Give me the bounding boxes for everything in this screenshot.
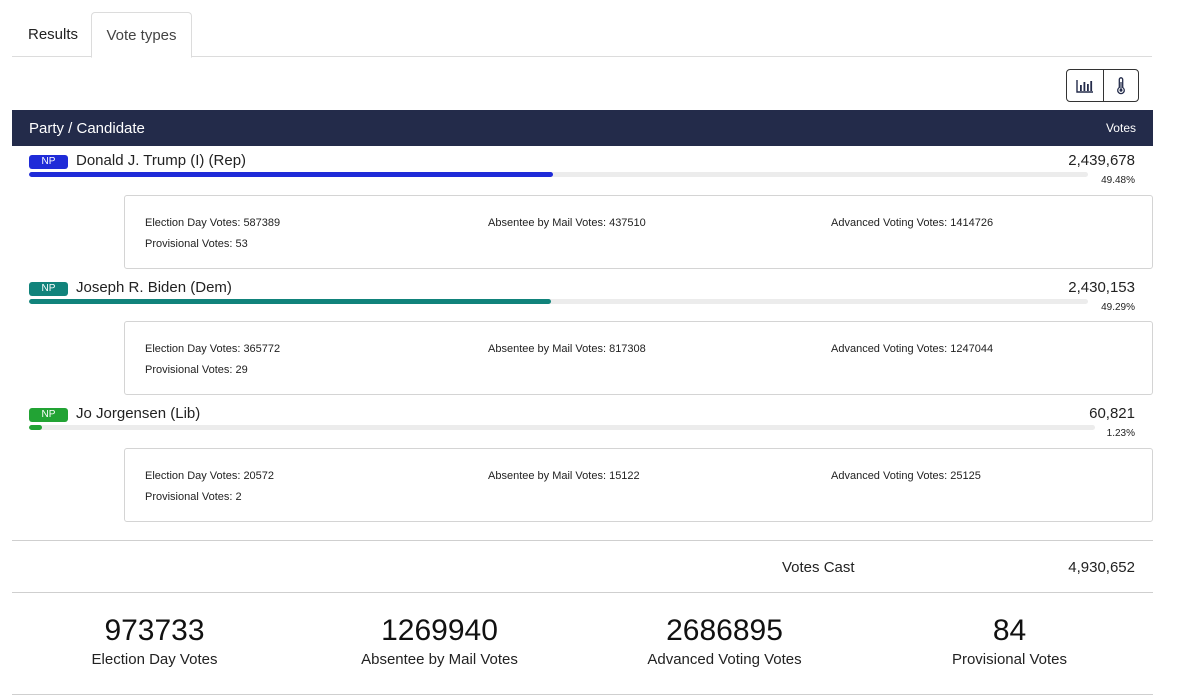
vote-share-track <box>29 425 1095 430</box>
votes-header: Votes <box>1105 121 1136 135</box>
tab-vote-types[interactable]: Vote types <box>91 12 192 58</box>
party-badge: NP <box>29 282 68 296</box>
advanced-votes: Advanced Voting Votes: 1414726 <box>831 217 994 229</box>
summary-value: 84 <box>992 614 1027 647</box>
election-day-votes: Election Day Votes: 20572 <box>145 470 275 482</box>
votes-cast-value: 4,930,652 <box>1068 559 1135 576</box>
thermometer-icon <box>1116 76 1125 94</box>
summary-advanced: 2686895 Advanced Voting Votes <box>582 612 867 669</box>
summary-value: 2686895 <box>666 614 783 647</box>
tab-bar: Results Vote types <box>12 12 1152 58</box>
vote-type-breakdown: Election Day Votes: 20572 Absentee by Ma… <box>124 448 1153 522</box>
tab-results[interactable]: Results <box>27 26 79 43</box>
candidate-votes: 2,439,678 <box>1068 152 1135 169</box>
bar-chart-view-button[interactable] <box>1067 70 1103 101</box>
divider <box>12 540 1153 541</box>
table-header: Party / Candidate Votes <box>12 110 1153 146</box>
candidate-name: Joseph R. Biden (Dem) <box>76 279 232 296</box>
vote-share-track <box>29 299 1088 304</box>
provisional-votes: Provisional Votes: 2 <box>145 491 242 503</box>
votes-cast-label: Votes Cast <box>782 559 855 576</box>
absentee-votes: Absentee by Mail Votes: 437510 <box>488 217 646 229</box>
candidate-votes: 2,430,153 <box>1068 279 1135 296</box>
absentee-votes: Absentee by Mail Votes: 817308 <box>488 343 646 355</box>
view-toggle <box>1066 69 1139 102</box>
vote-share-bar <box>29 299 551 304</box>
advanced-votes: Advanced Voting Votes: 1247044 <box>831 343 994 355</box>
vote-share-bar <box>29 172 553 177</box>
party-candidate-header: Party / Candidate <box>29 120 145 137</box>
party-badge: NP <box>29 408 68 422</box>
bar-chart-icon <box>1076 79 1093 93</box>
summary-value: 1269940 <box>381 614 498 647</box>
candidate-name: Jo Jorgensen (Lib) <box>76 405 201 422</box>
thermometer-view-button[interactable] <box>1102 70 1139 101</box>
vote-type-breakdown: Election Day Votes: 365772 Absentee by M… <box>124 321 1153 395</box>
summary-label: Provisional Votes <box>951 651 1068 668</box>
provisional-votes: Provisional Votes: 53 <box>145 238 248 250</box>
absentee-votes: Absentee by Mail Votes: 15122 <box>488 470 640 482</box>
summary-provisional: 84 Provisional Votes <box>867 612 1152 669</box>
election-day-votes: Election Day Votes: 587389 <box>145 217 281 229</box>
candidate-percent: 49.29% <box>1101 302 1135 313</box>
vote-share-track <box>29 172 1088 177</box>
advanced-votes: Advanced Voting Votes: 25125 <box>831 470 981 482</box>
summary-label: Advanced Voting Votes <box>647 651 802 668</box>
candidate-name: Donald J. Trump (I) (Rep) <box>76 152 247 169</box>
election-day-votes: Election Day Votes: 365772 <box>145 343 281 355</box>
divider <box>12 694 1153 695</box>
summary-value: 973733 <box>104 614 205 647</box>
vote-type-breakdown: Election Day Votes: 587389 Absentee by M… <box>124 195 1153 269</box>
candidate-percent: 1.23% <box>1106 428 1135 439</box>
party-badge: NP <box>29 155 68 169</box>
summary-label: Absentee by Mail Votes <box>361 651 518 668</box>
divider <box>12 592 1153 593</box>
summary-label: Election Day Votes <box>91 651 218 668</box>
candidate-votes: 60,821 <box>1089 405 1135 422</box>
provisional-votes: Provisional Votes: 29 <box>145 364 248 376</box>
summary-election-day: 973733 Election Day Votes <box>12 612 297 669</box>
vote-share-bar <box>29 425 43 430</box>
summary-absentee: 1269940 Absentee by Mail Votes <box>297 612 582 669</box>
candidate-percent: 49.48% <box>1101 175 1135 186</box>
